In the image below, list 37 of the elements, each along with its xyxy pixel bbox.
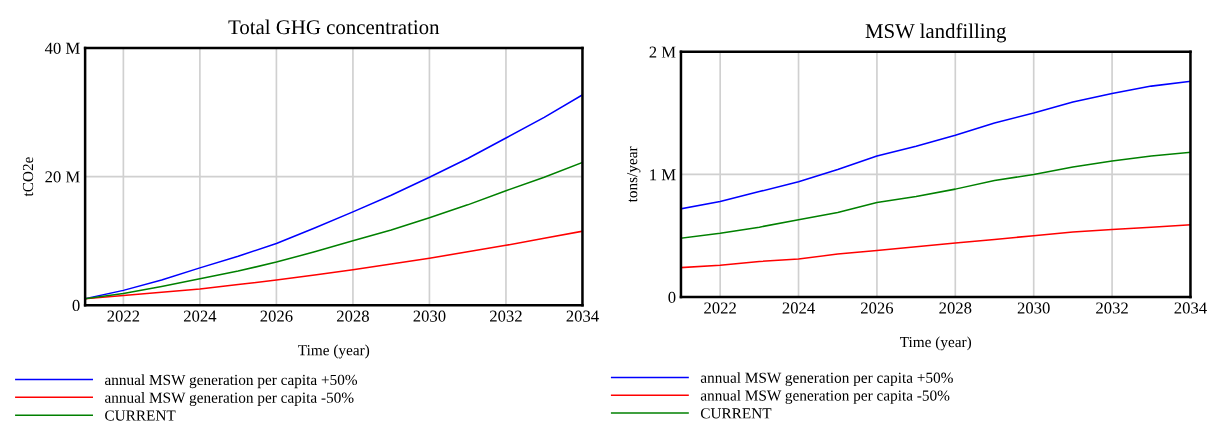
x-tick-label: 2022	[704, 302, 736, 314]
y-tick-label: 0	[72, 299, 80, 312]
x-tick-label: 2034	[1174, 302, 1207, 314]
x-axis-title: Time (year)	[298, 344, 370, 359]
x-tick-label: 2032	[1096, 302, 1128, 314]
legend-label: annual MSW generation per capita -50%	[104, 392, 354, 406]
y-tick-label: 0	[668, 291, 676, 303]
line-series	[680, 223, 1191, 269]
y-tick-label: 2 M	[649, 46, 676, 58]
x-tick-label: 2024	[782, 302, 815, 314]
x-tick-label: 2034	[566, 310, 599, 322]
line-series	[680, 151, 1191, 239]
y-axis-title: tons/year	[627, 146, 641, 203]
line-series	[680, 80, 1191, 210]
y-tick-label: 40 M	[44, 42, 80, 54]
x-tick-label: 2028	[336, 310, 369, 322]
legend-label: annual MSW generation per capita -50%	[700, 389, 950, 404]
line-series	[85, 94, 583, 300]
x-tick-label: 2022	[107, 310, 140, 322]
x-tick-label: 2026	[260, 310, 293, 322]
legend-label: annual MSW generation per capita +50%	[104, 374, 358, 389]
x-tick-label: 2030	[1017, 302, 1050, 314]
legend-label: annual MSW generation per capita +50%	[700, 372, 953, 387]
x-tick-label: 2030	[413, 310, 446, 322]
line-series	[85, 161, 583, 300]
legend-label: CURRENT	[700, 408, 772, 419]
y-tick-label: 1 M	[650, 169, 676, 181]
x-tick-label: 2024	[183, 310, 217, 322]
legend-label: CURRENT	[105, 410, 176, 421]
y-axis-title: tCO2e	[22, 157, 34, 197]
x-axis-title: Time (year)	[899, 336, 972, 351]
x-tick-label: 2032	[490, 310, 522, 322]
chart-title: Total GHG concentration	[228, 19, 440, 35]
x-tick-label: 2028	[939, 302, 972, 314]
chart-title: MSW landfilling	[865, 23, 1007, 43]
x-tick-label: 2026	[860, 302, 894, 314]
y-tick-label: 20 M	[45, 171, 80, 183]
